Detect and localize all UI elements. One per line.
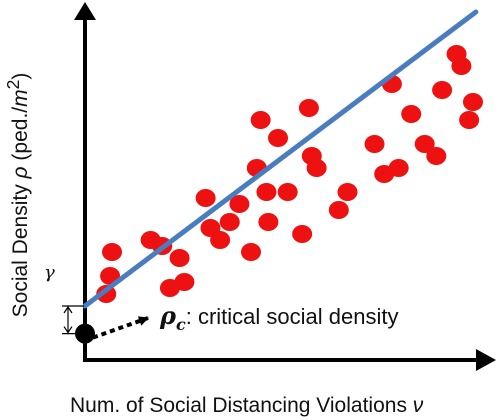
- data-point: [426, 147, 447, 165]
- data-point: [306, 159, 327, 177]
- data-point: [241, 243, 261, 261]
- fit-line: [82, 9, 479, 309]
- critical-density-annotation: ρc: critical social density: [160, 301, 398, 334]
- data-point: [432, 81, 453, 99]
- data-point: [459, 111, 480, 129]
- data-point: [328, 201, 349, 219]
- data-point: [195, 189, 216, 207]
- data-point: [219, 213, 240, 231]
- y-axis-label: Social Density ρ (ped./m2): [3, 72, 32, 318]
- data-point: [210, 231, 231, 249]
- data-points: [96, 45, 483, 303]
- y-axis-arrowhead: [74, 2, 96, 20]
- data-point: [451, 57, 472, 75]
- critical-density-text: : critical social density: [185, 304, 399, 329]
- data-point: [256, 183, 277, 201]
- x-axis-arrowhead: [476, 349, 496, 371]
- x-axis-label-symbol: ν: [412, 394, 424, 417]
- data-point: [102, 243, 123, 261]
- data-point: [250, 111, 271, 129]
- data-point: [174, 273, 195, 291]
- data-point: [96, 285, 117, 303]
- x-axis-label: Num. of Social Distancing Violations ν: [70, 394, 424, 417]
- data-point: [364, 135, 385, 153]
- fit-line-group: [82, 9, 479, 309]
- data-point: [258, 213, 279, 231]
- critical-density-marker: [75, 316, 149, 344]
- data-point: [401, 105, 422, 123]
- gamma-label: γ: [44, 262, 55, 283]
- gamma-arrow-down: [63, 326, 73, 334]
- critical-point: [75, 323, 95, 344]
- data-point: [298, 99, 319, 117]
- data-point: [268, 129, 289, 147]
- gamma-bracket: [62, 305, 84, 335]
- rho-c-symbol: ρc: [160, 301, 186, 334]
- y-axis-label-symbol: ρ: [9, 166, 32, 179]
- critical-arrow: [92, 316, 149, 340]
- data-point: [277, 183, 298, 201]
- gamma-arrow-up: [63, 305, 73, 314]
- data-point: [229, 195, 250, 213]
- data-point: [462, 93, 483, 111]
- data-point: [337, 183, 358, 201]
- data-point: [292, 225, 313, 243]
- data-point: [169, 249, 190, 267]
- data-point: [414, 135, 435, 153]
- data-point: [388, 159, 409, 177]
